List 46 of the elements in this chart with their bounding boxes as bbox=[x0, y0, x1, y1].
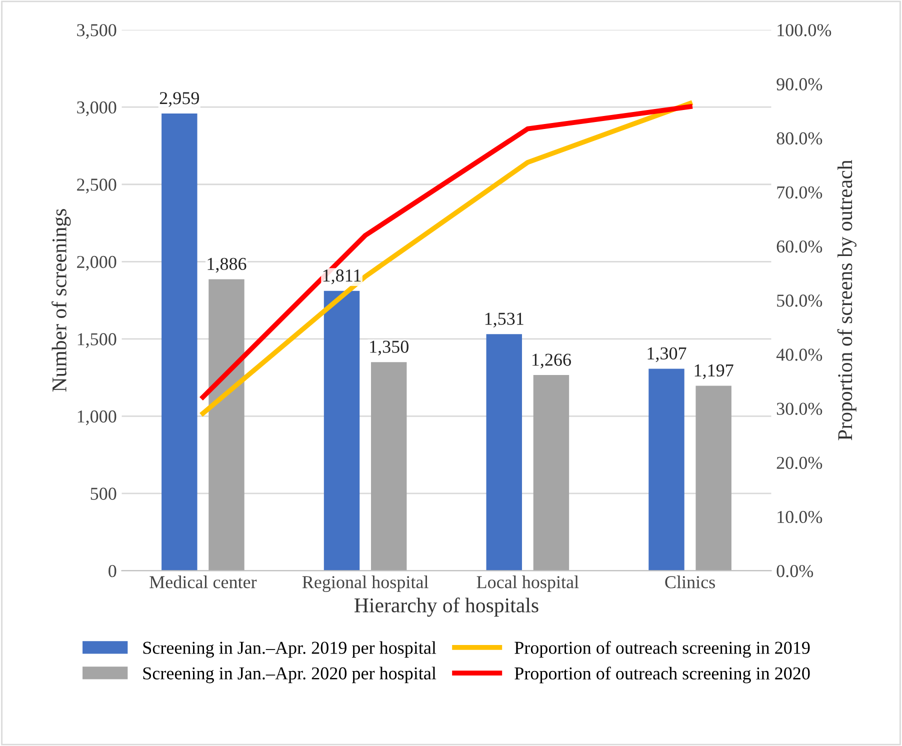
legend-label: Proportion of outreach screening in 2019 bbox=[514, 641, 810, 658]
bar bbox=[208, 279, 244, 571]
y2-axis-title: Proportion of screens by outreach bbox=[837, 160, 856, 440]
y2-tick-label: 10.0% bbox=[778, 510, 822, 524]
y2-tick-label: 40.0% bbox=[776, 348, 822, 361]
bar bbox=[324, 290, 360, 571]
bar bbox=[533, 375, 570, 571]
data-label: 1,886 bbox=[208, 258, 246, 273]
y-tick-label: 500 bbox=[90, 488, 116, 500]
x-tick-label: Local hospital bbox=[476, 576, 579, 592]
y-axis-title: Number of screenings bbox=[52, 209, 71, 392]
bar bbox=[162, 113, 198, 571]
y2-tick-label: 100.0% bbox=[778, 24, 832, 36]
y2-tick-label: 70.0% bbox=[777, 186, 822, 199]
y-tick-label: 1,000 bbox=[78, 410, 116, 426]
data-label: 2,959 bbox=[160, 92, 199, 107]
data-label: 1,266 bbox=[532, 354, 571, 368]
legend-label: Proportion of outreach screening in 2020 bbox=[514, 666, 810, 684]
data-label: 1,531 bbox=[485, 312, 524, 328]
y-tick-label: 3,500 bbox=[77, 24, 116, 39]
y2-tick-label: 0.0% bbox=[776, 564, 814, 578]
data-label: 1,350 bbox=[370, 340, 408, 356]
y2-tick-label: 80.0% bbox=[776, 132, 822, 145]
data-label: 1,197 bbox=[694, 364, 734, 380]
x-tick-label: Clinics bbox=[665, 576, 715, 588]
y2-tick-label: 60.0% bbox=[776, 240, 822, 253]
y-tick-label: 2,500 bbox=[77, 178, 116, 194]
legend-label: Screening in Jan.–Apr. 2020 per hospital bbox=[143, 666, 436, 684]
data-label: 1,811 bbox=[323, 269, 361, 284]
y2-tick-label: 50.0% bbox=[777, 294, 822, 307]
x-tick-label: Medical center bbox=[150, 576, 257, 588]
y-tick-label: 1,500 bbox=[78, 333, 116, 348]
bar bbox=[648, 368, 684, 571]
x-axis-title: Hierarchy of hospitals bbox=[354, 598, 538, 617]
y-tick-label: 2,000 bbox=[77, 256, 116, 271]
bar bbox=[486, 334, 522, 571]
y2-tick-label: 30.0% bbox=[776, 402, 822, 415]
y-tick-label: 3,000 bbox=[77, 101, 116, 116]
y-tick-label: 0 bbox=[108, 564, 116, 578]
bar bbox=[370, 362, 407, 571]
y2-tick-label: 20.0% bbox=[776, 456, 822, 470]
legend-label: Screening in Jan.–Apr. 2019 per hospital bbox=[143, 641, 436, 658]
data-label: 1,307 bbox=[648, 347, 686, 362]
y2-tick-label: 90.0% bbox=[776, 78, 822, 90]
x-tick-label: Regional hospital bbox=[302, 576, 428, 592]
bar bbox=[696, 386, 732, 571]
